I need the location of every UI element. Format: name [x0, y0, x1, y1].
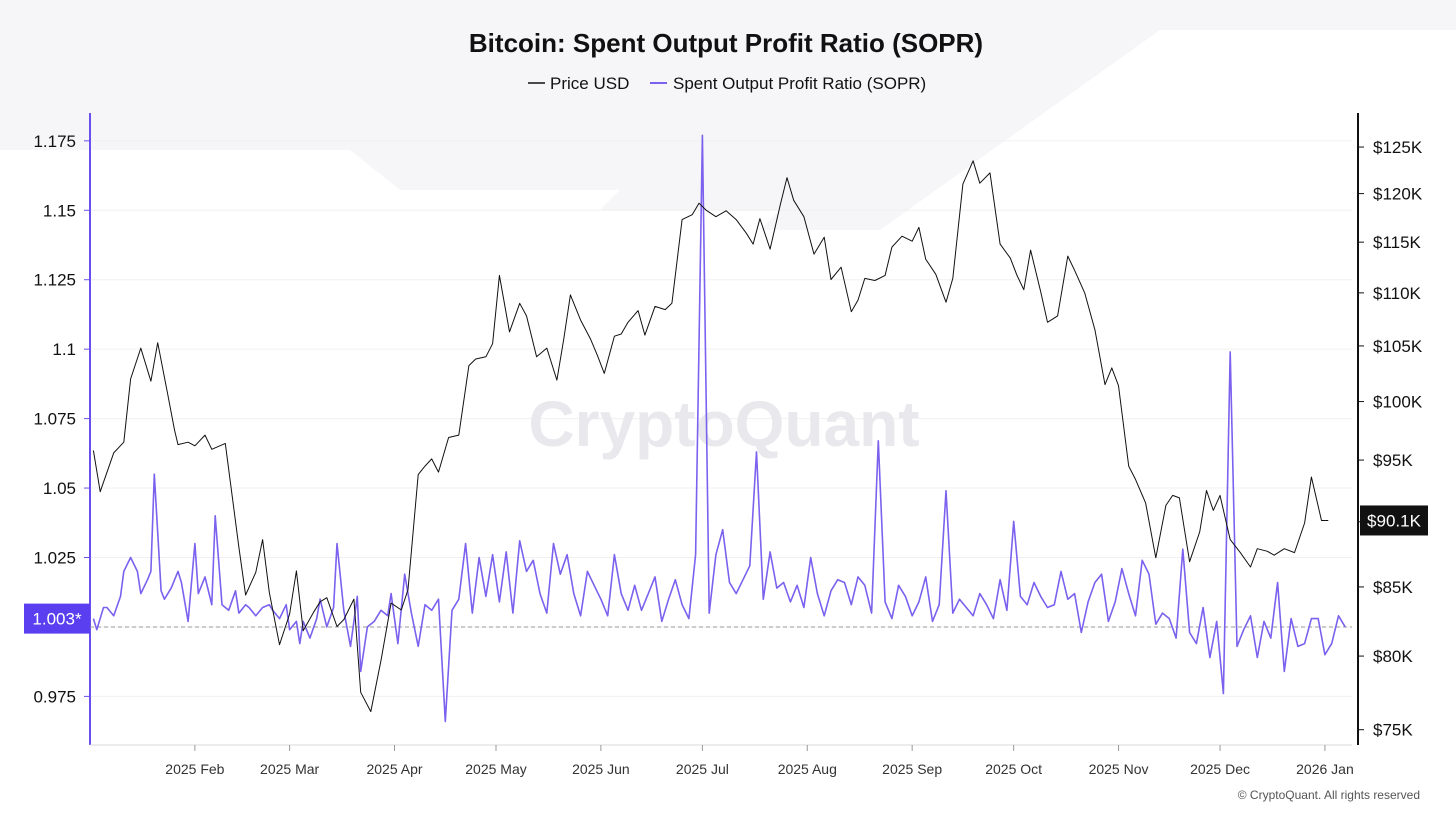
left-axis-tick-label: 1.025: [33, 549, 76, 568]
chart-title: Bitcoin: Spent Output Profit Ratio (SOPR…: [469, 28, 983, 58]
current-price-badge-box: [1360, 505, 1428, 536]
copyright: © CryptoQuant. All rights reserved: [1238, 788, 1420, 802]
x-axis-tick-label: 2025 Aug: [778, 761, 837, 777]
legend[interactable]: Price USD Spent Output Profit Ratio (SOP…: [528, 74, 926, 93]
right-axis-tick-label: $75K: [1373, 721, 1413, 740]
current-sopr-badge-label: 1.003*: [32, 610, 82, 629]
left-axis: 0.975 1.025 1.05 1.075 1.1 1.125 1.15 1.175: [33, 113, 91, 745]
x-axis-tick-label: 2025 Mar: [260, 761, 319, 777]
right-axis-tick-label: $95K: [1373, 451, 1413, 470]
x-axis-tick-label: 2026 Jan: [1296, 761, 1354, 777]
sopr-series-line[interactable]: [92, 134, 1346, 723]
right-axis-tick-label: $110K: [1373, 284, 1422, 303]
x-axis-tick-label: 2025 Dec: [1190, 761, 1250, 777]
background-band: [0, 0, 1456, 230]
current-price-badge: $90.1K: [1360, 505, 1428, 536]
x-axis-tick-label: 2025 Jun: [572, 761, 630, 777]
current-sopr-badge: 1.003*: [24, 603, 90, 634]
watermark: CryptoQuant: [528, 388, 919, 460]
left-axis-tick-label: 1.15: [43, 201, 76, 220]
left-axis-tick-label: 1.1: [52, 340, 76, 359]
x-axis-tick-label: 2025 Feb: [165, 761, 224, 777]
x-axis-tick-label: 2025 Oct: [985, 761, 1042, 777]
left-axis-tick-label: 1.075: [33, 410, 76, 429]
legend-sopr-label[interactable]: Spent Output Profit Ratio (SOPR): [673, 74, 926, 93]
left-axis-tick-label: 1.175: [33, 132, 76, 151]
price-series-line[interactable]: [92, 160, 1329, 713]
x-axis-tick-label: 2025 Apr: [366, 761, 422, 777]
current-sopr-badge-box: [24, 603, 90, 634]
right-axis-tick-label: $105K: [1373, 337, 1423, 356]
x-axis: 2025 Feb 2025 Mar 2025 Apr 2025 May 2025 Jun…: [90, 744, 1354, 777]
right-axis: $75K$80K$85K$90K$95K$100K$105K$110K$115K…: [1357, 113, 1423, 745]
x-axis-tick-label: 2025 Nov: [1089, 761, 1149, 777]
left-axis-tick-label: 1.05: [43, 479, 76, 498]
left-axis-tick-label: 0.975: [33, 687, 76, 706]
right-axis-tick-label: $125K: [1373, 138, 1423, 157]
right-axis-tick-label: $80K: [1373, 647, 1413, 666]
x-axis-tick-label: 2025 Jul: [676, 761, 729, 777]
legend-price-label[interactable]: Price USD: [550, 74, 629, 93]
x-axis-tick-label: 2025 May: [465, 761, 526, 777]
right-axis-tick-label: $100K: [1373, 393, 1423, 412]
right-axis-tick-label: $120K: [1373, 185, 1423, 204]
current-price-badge-label: $90.1K: [1367, 511, 1422, 530]
right-axis-tick-label: $115K: [1373, 233, 1422, 252]
right-axis-tick-label: $85K: [1373, 578, 1413, 597]
left-axis-tick-label: 1.125: [33, 271, 76, 290]
x-axis-tick-label: 2025 Sep: [882, 761, 942, 777]
